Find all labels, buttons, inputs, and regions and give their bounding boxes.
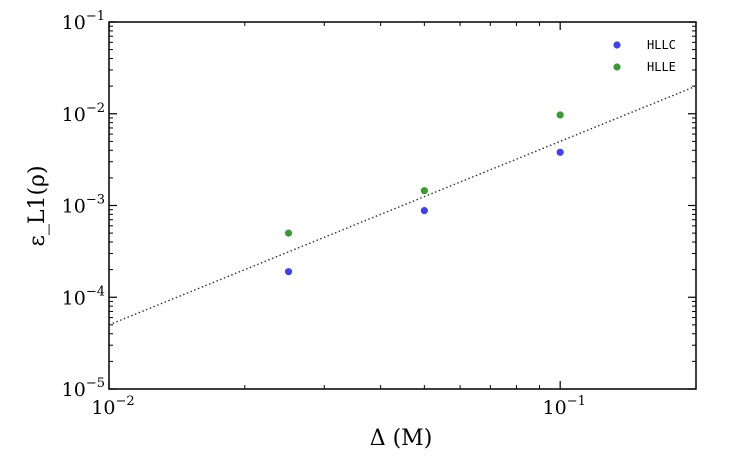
data-point-hlle	[556, 111, 564, 119]
minor-ticks	[109, 22, 696, 389]
legend-marker-hlle	[613, 63, 621, 71]
data-point-hlle	[284, 229, 293, 237]
reference-line-group	[108, 85, 697, 326]
y-axis-label: ε_L1(ρ)	[25, 165, 50, 246]
legend: HLLC HLLE	[613, 38, 676, 74]
data-point-hlle	[420, 187, 428, 195]
x-axis-ticks: 10−2 10−1	[91, 22, 586, 419]
legend-marker-hllc	[613, 41, 621, 49]
x-tick-label: 10−1	[543, 394, 586, 419]
legend-label-hllc: HLLC	[647, 38, 676, 52]
y-tick-label: 10−3	[62, 193, 105, 218]
reference-line	[108, 85, 697, 326]
data-point-hllc	[284, 268, 293, 276]
x-axis-label: Δ (M)	[370, 426, 433, 451]
y-tick-label: 10−4	[62, 284, 105, 309]
series-hllc	[284, 148, 564, 276]
y-tick-label: 10−1	[62, 9, 105, 34]
data-point-hllc	[420, 206, 428, 215]
series-hlle	[284, 111, 564, 237]
data-point-hllc	[556, 148, 564, 156]
y-tick-label: 10−2	[62, 101, 105, 126]
legend-label-hlle: HLLE	[647, 60, 676, 74]
y-axis-ticks: 10−5 10−4 10−3 10−2 10−1	[62, 9, 696, 401]
x-tick-label: 10−2	[91, 394, 134, 419]
y-tick-label: 10−5	[62, 376, 105, 401]
data-points	[284, 111, 564, 276]
